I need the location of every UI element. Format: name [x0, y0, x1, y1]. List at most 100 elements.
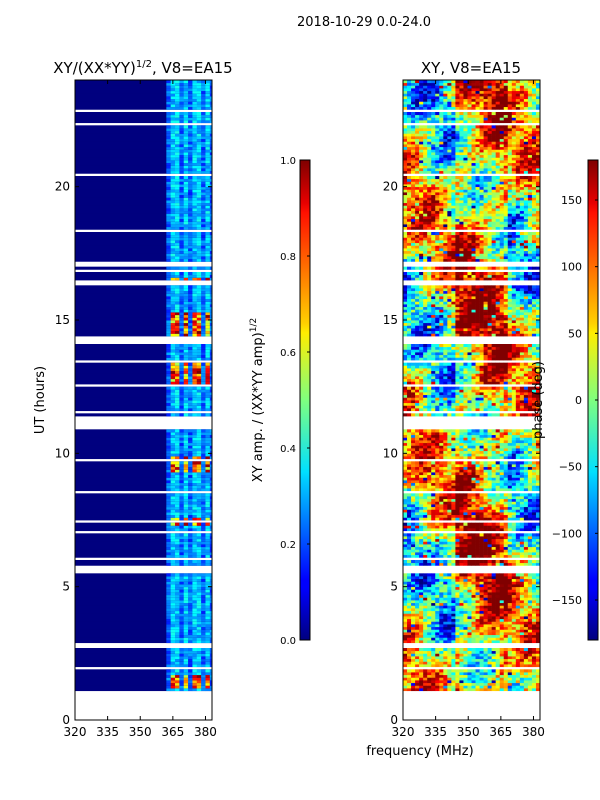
phase-cell	[507, 669, 513, 673]
phase-cell	[531, 672, 537, 676]
amplitude-cell	[205, 629, 211, 633]
phase-cell	[511, 629, 517, 633]
amplitude-cell	[196, 202, 202, 206]
amplitude-cell	[166, 266, 171, 270]
phase-cell	[467, 618, 472, 622]
phase-cell	[435, 658, 440, 662]
phase-cell	[531, 634, 537, 638]
amplitude-cell	[196, 610, 202, 614]
phase-cell	[479, 634, 484, 638]
amplitude-row	[75, 168, 212, 172]
amplitude-cell	[170, 266, 176, 270]
amplitude-cell	[188, 621, 193, 625]
phase-cell	[443, 621, 448, 625]
amplitude-cell	[170, 626, 176, 630]
amplitude-cell	[179, 192, 185, 196]
phase-cell	[495, 674, 501, 678]
phase-cell	[495, 602, 501, 606]
phase-cell	[411, 674, 416, 678]
phase-cell	[515, 674, 521, 678]
amplitude-cell	[179, 522, 185, 526]
phase-cell	[447, 493, 452, 497]
phase-cell	[443, 624, 448, 628]
phase-cell	[491, 525, 496, 529]
amplitude-cell	[201, 597, 206, 601]
phase-cell	[535, 674, 540, 678]
phase-cell	[451, 504, 456, 508]
amplitude-cell	[188, 386, 193, 390]
phase-cell	[467, 597, 472, 601]
phase-cell	[427, 560, 432, 564]
phase-cell	[423, 674, 428, 678]
amplitude-cell	[183, 376, 189, 380]
amplitude-cell	[188, 96, 193, 100]
phase-cell	[471, 509, 476, 513]
amplitude-cell	[183, 517, 189, 521]
amplitude-cell	[192, 536, 198, 540]
amplitude-cell	[166, 493, 171, 497]
amplitude-cell	[183, 234, 189, 238]
amplitude-cell	[192, 381, 198, 385]
phase-cell	[455, 517, 460, 521]
amplitude-cell	[183, 661, 189, 665]
phase-cell	[419, 509, 424, 513]
phase-cell	[531, 501, 537, 505]
phase-cell	[459, 605, 464, 609]
amplitude-cell	[188, 216, 193, 220]
phase-cell	[447, 509, 452, 513]
phase-cell	[423, 560, 428, 564]
phase-cell	[463, 536, 468, 540]
amplitude-cell	[75, 624, 212, 628]
amplitude-row	[75, 437, 212, 441]
phase-cell	[411, 576, 416, 580]
phase-cell	[475, 512, 480, 516]
phase-cell	[527, 589, 533, 593]
phase-cell	[451, 610, 456, 614]
phase-cell	[411, 608, 416, 612]
phase-cell	[419, 653, 424, 657]
phase-cell	[451, 680, 456, 684]
amplitude-cell	[205, 474, 211, 478]
amplitude-cell	[170, 237, 176, 241]
amplitude-cell	[201, 253, 206, 257]
amplitude-cell	[166, 576, 171, 580]
amplitude-cell	[75, 154, 212, 158]
amplitude-cell	[179, 552, 185, 556]
phase-cell	[451, 653, 456, 657]
phase-cell	[507, 493, 513, 497]
phase-row	[403, 496, 540, 500]
amplitude-row	[75, 554, 212, 558]
amplitude-cell	[170, 440, 176, 444]
phase-cell	[411, 525, 416, 529]
phase-cell	[423, 578, 428, 582]
amplitude-cell	[196, 296, 202, 300]
amplitude-row	[75, 450, 212, 454]
amplitude-cell	[192, 512, 198, 516]
amplitude-cell	[196, 152, 202, 156]
amplitude-row	[75, 120, 212, 124]
amplitude-row	[75, 637, 212, 641]
phase-cell	[463, 602, 468, 606]
amplitude-cell	[205, 106, 211, 110]
phase-cell	[519, 493, 525, 497]
amplitude-cell	[205, 317, 211, 321]
phase-cell	[479, 682, 484, 686]
phase-cell	[423, 514, 428, 518]
phase-cell	[435, 610, 440, 614]
phase-cell	[483, 549, 488, 553]
phase-cell	[535, 680, 540, 684]
phase-cell	[495, 512, 501, 516]
amplitude-cell	[201, 544, 206, 548]
phase-cell	[519, 618, 525, 622]
amplitude-row	[75, 184, 212, 188]
amplitude-cell	[188, 277, 193, 281]
amplitude-cell	[170, 357, 176, 361]
phase-row	[403, 512, 540, 516]
phase-cell	[503, 634, 509, 638]
phase-cell	[463, 578, 468, 582]
phase-cell	[503, 672, 509, 676]
amplitude-cell	[192, 232, 198, 236]
amplitude-row	[75, 602, 212, 606]
phase-cell	[519, 624, 525, 628]
phase-cell	[435, 541, 440, 545]
